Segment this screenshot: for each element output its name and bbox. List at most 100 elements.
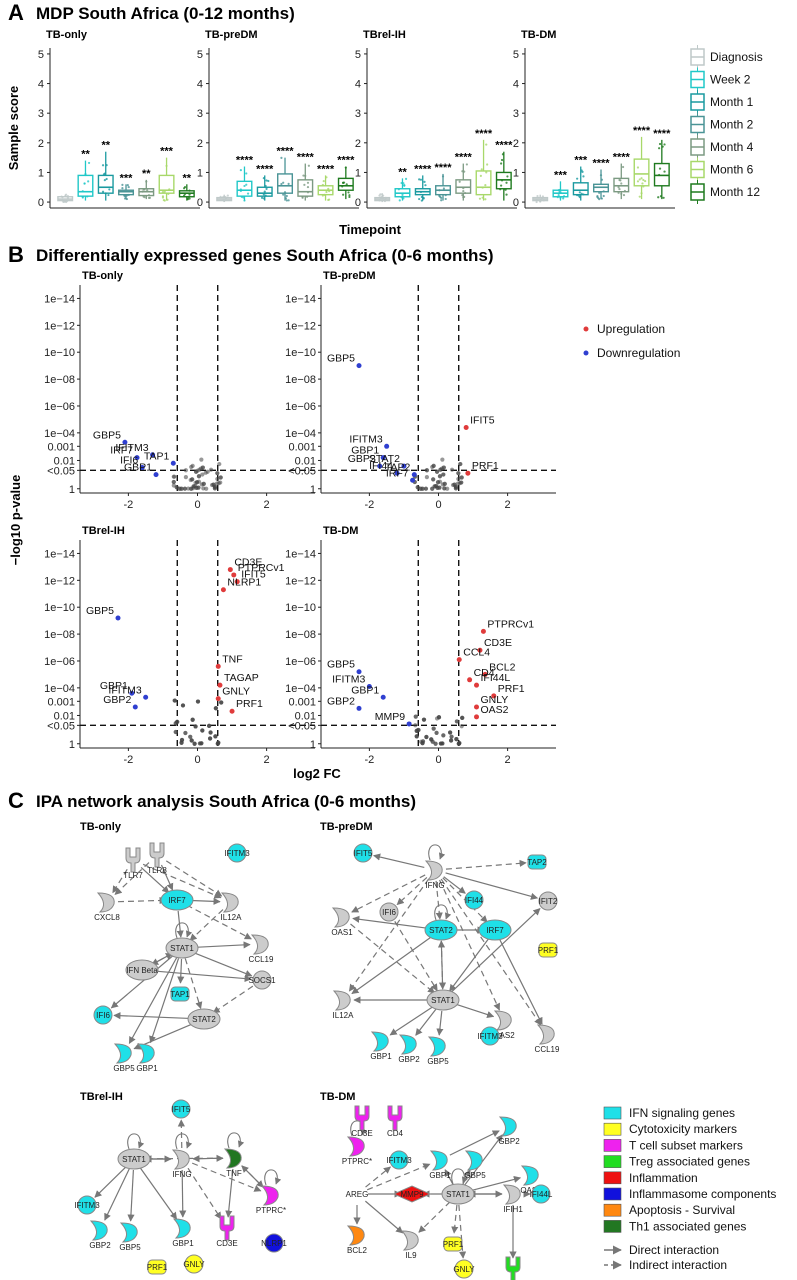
- network-node-tlr8: TLR8: [147, 842, 167, 875]
- node-label: IL12A: [221, 913, 243, 922]
- gene-point: [134, 455, 140, 461]
- node-label: IFI6: [96, 1011, 110, 1020]
- gene-label: GBP5: [327, 659, 355, 671]
- significance-label: **: [183, 172, 192, 184]
- data-point: [348, 194, 351, 197]
- network-node-ifi6: IFI6: [93, 1005, 113, 1025]
- gene-point: [153, 472, 159, 478]
- gene-point: [366, 684, 372, 690]
- gene-point: [227, 567, 233, 573]
- network-edge: [212, 985, 254, 1014]
- y-tick-label: 0: [513, 197, 519, 209]
- network-node-tnf: TNF: [223, 1148, 242, 1178]
- significance-label: ****: [495, 140, 513, 152]
- node-cytokine: [260, 1185, 279, 1206]
- network-edge: [94, 1166, 127, 1198]
- data-point: [265, 187, 268, 190]
- y-tick-label: 1e−08: [285, 374, 316, 386]
- gene-point: [436, 715, 442, 720]
- network-edge: [449, 938, 489, 992]
- data-point: [285, 199, 288, 202]
- gene-point: [214, 481, 219, 486]
- y-tick-label: 1: [310, 484, 316, 496]
- legend-swatch: [603, 1139, 622, 1152]
- volcano-plot-panel: −log10 p-value log2 FC TB-only 1e−14 1e−12 1e…: [8, 270, 680, 781]
- gene-point: [424, 734, 429, 740]
- data-point: [397, 188, 400, 191]
- node-label: CD4: [387, 1129, 404, 1138]
- network-node-stat1: STAT1: [441, 1183, 475, 1205]
- data-point: [506, 175, 509, 178]
- node-label: PTPRC*: [256, 1206, 286, 1215]
- network-self-loop: [451, 1168, 469, 1185]
- data-point: [348, 195, 351, 199]
- gene-point: [454, 737, 459, 742]
- data-point: [242, 196, 245, 199]
- gene-point: [196, 474, 202, 479]
- gene-point: [414, 728, 419, 733]
- gene-point: [458, 461, 463, 467]
- y-tick-label: 0.001: [288, 441, 316, 453]
- significance-label: ***: [554, 169, 568, 181]
- gene-point: [459, 724, 464, 729]
- node-label: STAT2: [429, 926, 453, 935]
- node-label: IFITM3: [477, 1032, 503, 1041]
- y-tick-label: 3: [355, 108, 361, 120]
- data-point: [480, 168, 483, 171]
- gene-point: [356, 363, 362, 369]
- data-point: [239, 169, 242, 172]
- gene-point: [465, 470, 471, 476]
- y-tick-label: 1e−10: [44, 347, 75, 359]
- data-point: [562, 197, 565, 200]
- node-cytokine: [502, 1184, 521, 1205]
- data-point: [121, 187, 124, 190]
- network-edges: [350, 1120, 531, 1259]
- data-point: [66, 194, 70, 198]
- node-cytokine: [89, 1220, 108, 1241]
- data-point: [107, 193, 110, 197]
- data-point: [638, 195, 641, 198]
- network-node-socs1: SOCS1: [248, 970, 276, 990]
- network-node-ifi44l: IFI44L: [530, 1184, 553, 1204]
- box: [158, 174, 175, 194]
- network-edges: [348, 844, 543, 1036]
- gene-point: [433, 483, 439, 489]
- legend-label: Month 12: [710, 185, 760, 199]
- network-edges: [110, 860, 254, 1050]
- network-node-oas1: OAS1: [331, 907, 353, 937]
- gene-point: [421, 717, 427, 722]
- y-tick-label: <0.05: [47, 465, 75, 477]
- gene-point: [491, 693, 497, 699]
- y-tick-label: 0.01: [295, 455, 316, 467]
- node-label: CXCL8: [94, 913, 120, 922]
- gene-label: GBP1: [124, 462, 152, 474]
- gene-point: [380, 694, 386, 700]
- network-edge: [191, 951, 253, 977]
- node-receptor: [125, 847, 141, 873]
- y-tick-label: 0.01: [54, 455, 75, 467]
- node-cytokine: [346, 1136, 365, 1157]
- y-tick-label: 5: [197, 49, 203, 61]
- network-node-prf1: PRF1: [538, 942, 559, 958]
- data-point: [400, 181, 403, 185]
- data-point: [382, 197, 385, 200]
- data-point: [321, 183, 324, 187]
- network-edge: [192, 941, 251, 949]
- node-cytokine: [332, 990, 351, 1011]
- gene-point: [448, 730, 453, 735]
- box: [475, 170, 492, 196]
- data-point: [127, 185, 130, 189]
- gene-label: IRF7: [110, 445, 133, 457]
- data-point: [243, 199, 246, 202]
- network-node-stat1: STAT1: [426, 989, 460, 1011]
- y-tick-label: 4: [355, 79, 361, 91]
- node-rect: [170, 986, 190, 1002]
- node-ellipse: [441, 1183, 475, 1205]
- x-tick-label: 2: [505, 754, 511, 766]
- data-point: [582, 193, 585, 196]
- network-node-ccl19: CCL19: [535, 1024, 560, 1054]
- network-edge: [444, 1169, 454, 1185]
- data-point: [223, 199, 226, 202]
- gene-point: [183, 468, 188, 473]
- data-point: [479, 174, 482, 177]
